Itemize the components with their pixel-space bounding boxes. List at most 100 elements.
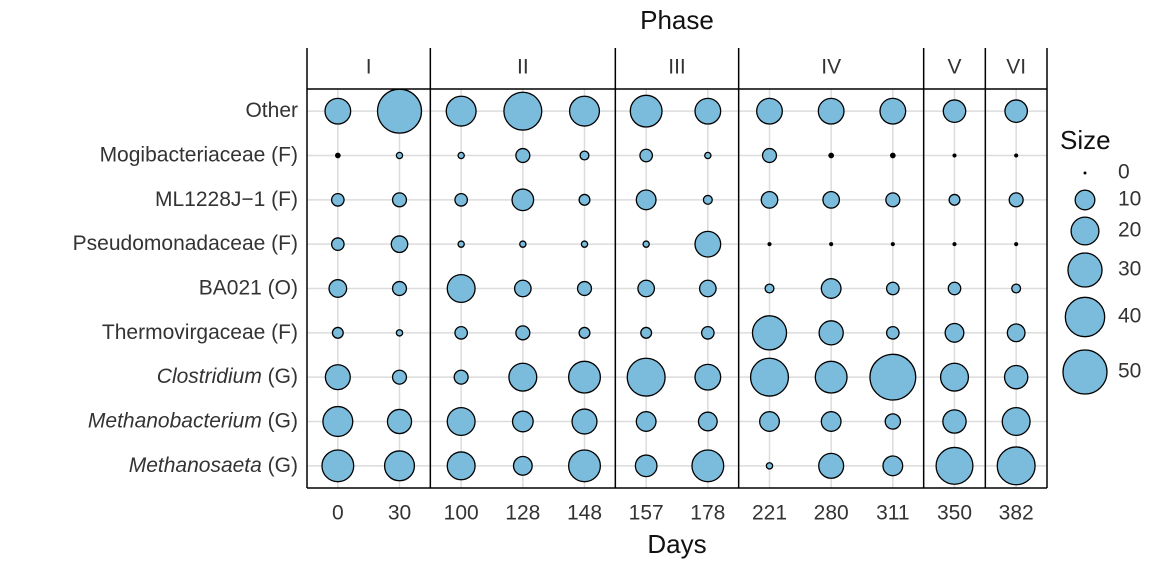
row-rank: (F) (271, 232, 298, 255)
bubble (567, 449, 602, 483)
bubble (869, 353, 917, 401)
row-rank: (G) (268, 453, 298, 476)
legend-bubble (1062, 349, 1108, 395)
bubble (889, 152, 896, 159)
x-tick-label: 350 (937, 502, 972, 525)
bubble (568, 95, 601, 127)
legend-label: 30 (1118, 258, 1141, 281)
bubble (942, 409, 967, 434)
bubble (935, 446, 974, 485)
bubble (1008, 192, 1024, 208)
y-tick-label: Thermovirgaceae (F) (102, 320, 298, 343)
bubble (567, 360, 602, 394)
bubble (457, 240, 465, 248)
bubble (503, 91, 543, 131)
x-tick-label: 128 (505, 502, 540, 525)
x-tick-label: 157 (629, 502, 664, 525)
bubble (331, 326, 344, 339)
row-name: Clostridium (157, 365, 262, 388)
facet-label: II (517, 56, 529, 79)
row-name: Methanobacterium (88, 409, 262, 432)
bubble (885, 281, 900, 296)
legend-bubble (1074, 189, 1096, 211)
bubble (1001, 406, 1031, 437)
bubble (445, 95, 477, 127)
bubble (700, 325, 715, 340)
row-rank: (F) (271, 187, 298, 210)
bubble (828, 152, 835, 159)
bubble (697, 411, 718, 432)
row-name: Pseudomonadaceae (73, 232, 266, 255)
bubble (1014, 242, 1019, 247)
x-tick-label: 280 (814, 502, 849, 525)
bubble (694, 363, 722, 391)
bubble (944, 322, 965, 343)
bubble (571, 408, 598, 435)
bubble (578, 193, 591, 206)
bubble (324, 97, 352, 125)
bubble (756, 97, 783, 125)
bubble (704, 151, 712, 160)
legend-label: 10 (1118, 188, 1141, 211)
bubble (515, 147, 531, 164)
bubble (634, 454, 658, 478)
bubble (1006, 323, 1026, 343)
bubble (386, 408, 413, 435)
row-name: Other (245, 99, 298, 122)
bubble (749, 357, 790, 397)
bubble (330, 237, 345, 252)
bubble (814, 360, 848, 394)
y-tick-label: BA021 (O) (199, 276, 298, 299)
row-rank: (G) (268, 409, 298, 432)
row-rank: (F) (271, 320, 298, 343)
bubble (885, 192, 901, 208)
x-axis-label: Days (647, 529, 706, 559)
bubble (376, 88, 423, 134)
legend-bubble (1067, 252, 1103, 288)
bubble (635, 189, 657, 211)
facet-label: VI (1006, 56, 1026, 79)
chart-title: Phase (640, 5, 714, 35)
bubble (698, 279, 717, 298)
row-name: ML1228J−1 (155, 187, 265, 210)
bubble (760, 190, 779, 209)
y-tick-label: Pseudomonadaceae (F) (73, 232, 298, 255)
bubble (511, 188, 535, 212)
bubble (884, 413, 902, 430)
bubble (947, 281, 962, 296)
bubble (637, 279, 656, 298)
legend-title: Size (1060, 125, 1111, 155)
bubble (457, 151, 465, 160)
bubble (515, 325, 531, 341)
row-name: BA021 (199, 276, 262, 299)
bubble (890, 242, 895, 247)
bubble (519, 240, 527, 248)
row-rank: (F) (271, 143, 298, 166)
bubble (1014, 153, 1019, 158)
bubble (579, 150, 590, 161)
bubble (321, 449, 355, 483)
legend-label: 50 (1118, 360, 1141, 383)
bubble (390, 235, 409, 254)
bubble (820, 411, 842, 432)
bubble (626, 357, 666, 397)
bubble (578, 326, 591, 339)
bubble (635, 411, 657, 432)
legend-bubble (1064, 296, 1106, 338)
x-tick-label: 221 (752, 502, 787, 525)
facet-label: I (366, 56, 372, 79)
bubble (453, 369, 469, 385)
bubble (817, 97, 845, 125)
bubble (391, 192, 408, 208)
bubble (761, 147, 778, 164)
facet-label: IV (821, 56, 841, 79)
bubble (642, 240, 650, 248)
legend-bubble (1070, 216, 1100, 246)
y-tick-label: Methanosaeta (G) (129, 453, 298, 476)
x-tick-label: 178 (690, 502, 725, 525)
bubble (939, 362, 970, 392)
row-name: Thermovirgaceae (102, 320, 265, 343)
bubble (330, 192, 345, 207)
bubble (1011, 283, 1022, 294)
